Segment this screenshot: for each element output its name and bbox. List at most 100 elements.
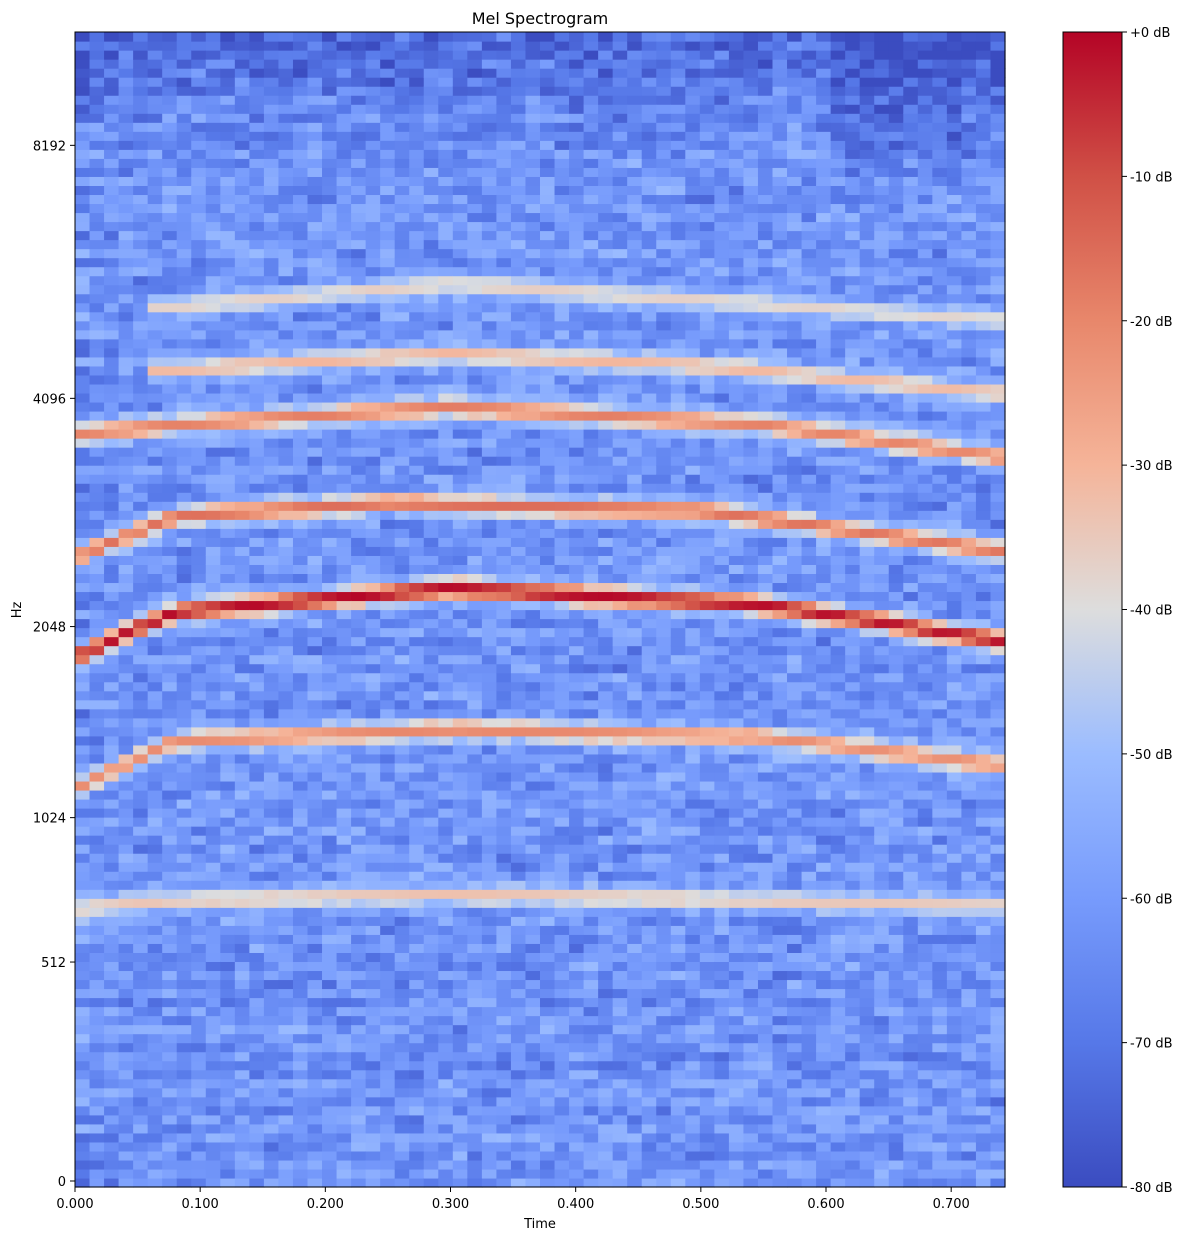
heatmap-cell — [191, 970, 207, 981]
heatmap-cell — [365, 1078, 381, 1089]
heatmap-cell — [292, 77, 309, 87]
heatmap-cell — [292, 916, 309, 926]
heatmap-cell — [394, 401, 410, 412]
heatmap-cell — [612, 744, 628, 755]
heatmap-cell — [147, 95, 163, 105]
heatmap-cell — [481, 1159, 498, 1170]
heatmap-cell — [263, 519, 280, 529]
heatmap-cell — [598, 690, 614, 701]
heatmap-cell — [409, 1024, 425, 1035]
heatmap-cell — [234, 1015, 250, 1026]
heatmap-cell — [336, 410, 352, 421]
heatmap-cell — [249, 1141, 265, 1152]
heatmap-cell — [380, 853, 396, 863]
heatmap-cell — [75, 501, 91, 511]
heatmap-cell — [104, 970, 120, 981]
heatmap-cell — [612, 338, 628, 349]
heatmap-cell — [220, 519, 236, 529]
heatmap-cell — [162, 293, 178, 304]
heatmap-cell — [438, 483, 454, 493]
heatmap-cell — [234, 420, 250, 430]
heatmap-cell — [75, 537, 91, 547]
heatmap-cell — [540, 501, 556, 511]
heatmap-cell — [104, 907, 120, 917]
heatmap-cell — [191, 771, 207, 782]
heatmap-cell — [598, 320, 614, 331]
heatmap-cell — [89, 1168, 105, 1179]
heatmap-cell — [380, 365, 396, 376]
heatmap-cell — [234, 519, 250, 529]
heatmap-cell — [133, 618, 149, 629]
heatmap-cell — [423, 50, 439, 60]
heatmap-cell — [351, 988, 367, 999]
heatmap-cell — [452, 1051, 468, 1062]
heatmap-cell — [336, 1168, 352, 1179]
heatmap-cell — [104, 302, 120, 313]
heatmap-cell — [467, 338, 483, 349]
heatmap-cell — [307, 248, 323, 259]
heatmap-cell — [598, 564, 614, 574]
heatmap-cell — [176, 374, 192, 385]
heatmap-cell — [496, 1114, 512, 1125]
heatmap-cell — [496, 248, 512, 259]
heatmap-cell — [278, 1114, 294, 1125]
heatmap-cell — [525, 311, 541, 322]
heatmap-cell — [205, 41, 221, 51]
heatmap-cell — [365, 636, 381, 647]
heatmap-cell — [351, 474, 367, 484]
heatmap-cell — [409, 194, 425, 205]
heatmap-cell — [496, 844, 512, 854]
heatmap-cell — [263, 501, 280, 511]
heatmap-cell — [423, 762, 439, 773]
heatmap-cell — [598, 735, 614, 746]
heatmap-cell — [452, 383, 468, 394]
heatmap-cell — [147, 582, 163, 593]
heatmap-cell — [234, 1123, 250, 1134]
heatmap-cell — [409, 663, 425, 674]
heatmap-cell — [104, 555, 120, 565]
heatmap-cell — [118, 808, 134, 818]
heatmap-cell — [598, 600, 614, 611]
heatmap-cell — [322, 329, 338, 340]
heatmap-cell — [380, 1168, 396, 1179]
heatmap-cell — [104, 176, 120, 186]
heatmap-cell — [554, 573, 570, 584]
heatmap-cell — [598, 1087, 614, 1098]
heatmap-cell — [292, 573, 309, 584]
heatmap-cell — [598, 645, 614, 656]
heatmap-cell — [525, 1024, 541, 1035]
heatmap-cell — [496, 1123, 512, 1134]
heatmap-cell — [438, 1060, 454, 1071]
heatmap-cell — [278, 311, 294, 322]
heatmap-cell — [292, 717, 309, 728]
heatmap-cell — [263, 663, 280, 674]
heatmap-cell — [525, 780, 541, 791]
heatmap-cell — [627, 690, 643, 701]
heatmap-cell — [365, 762, 381, 773]
heatmap-cell — [409, 275, 425, 286]
heatmap-cell — [598, 95, 614, 105]
heatmap — [75, 32, 1006, 1188]
heatmap-cell — [205, 501, 221, 511]
heatmap-cell — [554, 420, 570, 430]
heatmap-cell — [191, 365, 207, 376]
heatmap-cell — [496, 284, 512, 295]
heatmap-cell — [191, 284, 207, 295]
heatmap-cell — [118, 871, 134, 881]
heatmap-cell — [525, 636, 541, 647]
heatmap-cell — [191, 627, 207, 638]
heatmap-cell — [322, 862, 338, 872]
heatmap-cell — [380, 835, 396, 845]
heatmap-cell — [249, 492, 265, 502]
heatmap-cell — [104, 997, 120, 1008]
heatmap-cell — [540, 311, 556, 322]
heatmap-cell — [583, 140, 599, 150]
heatmap-cell — [423, 185, 439, 196]
heatmap-cell — [263, 862, 280, 872]
heatmap-cell — [162, 311, 178, 322]
heatmap-cell — [510, 880, 527, 890]
heatmap-cell — [89, 465, 105, 475]
heatmap-cell — [162, 952, 178, 963]
heatmap-cell — [205, 1006, 221, 1017]
heatmap-cell — [336, 501, 352, 511]
